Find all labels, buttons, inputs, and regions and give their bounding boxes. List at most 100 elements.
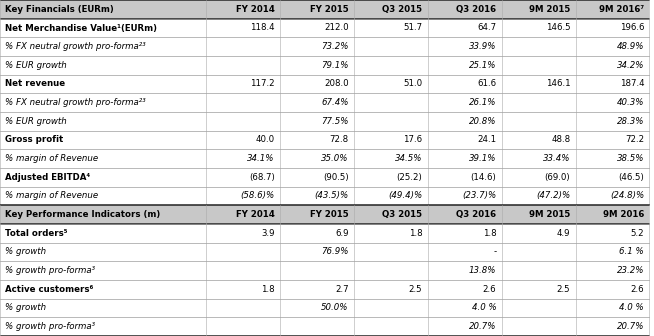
Bar xyxy=(354,317,428,336)
Text: 117.2: 117.2 xyxy=(250,80,275,88)
Text: 26.1%: 26.1% xyxy=(469,98,496,107)
Bar xyxy=(354,131,428,149)
Bar xyxy=(502,243,576,261)
Text: FY 2014: FY 2014 xyxy=(236,5,275,14)
Text: 9M 2016⁷: 9M 2016⁷ xyxy=(599,5,644,14)
Bar xyxy=(576,243,649,261)
Bar xyxy=(502,205,576,224)
Text: Q3 2015: Q3 2015 xyxy=(383,5,422,14)
Text: 40.0: 40.0 xyxy=(256,135,275,144)
Text: Total orders⁵: Total orders⁵ xyxy=(5,229,68,238)
Text: 51.0: 51.0 xyxy=(404,80,422,88)
Bar xyxy=(576,37,649,56)
Bar xyxy=(502,37,576,56)
Bar xyxy=(502,93,576,112)
Text: % growth: % growth xyxy=(5,248,46,256)
Text: (43.5)%: (43.5)% xyxy=(315,192,349,201)
Bar xyxy=(428,299,502,317)
Bar xyxy=(428,112,502,131)
Text: Key Performance Indicators (m): Key Performance Indicators (m) xyxy=(5,210,160,219)
Bar xyxy=(280,56,354,75)
Text: 34.1%: 34.1% xyxy=(247,154,275,163)
Text: 4.0 %: 4.0 % xyxy=(619,303,644,312)
Bar xyxy=(576,149,649,168)
Bar xyxy=(280,37,354,56)
Bar xyxy=(0,131,206,149)
Bar xyxy=(354,75,428,93)
Text: 17.6: 17.6 xyxy=(404,135,422,144)
Text: 20.8%: 20.8% xyxy=(469,117,496,126)
Text: % EUR growth: % EUR growth xyxy=(5,61,67,70)
Bar xyxy=(206,224,280,243)
Bar xyxy=(0,112,206,131)
Bar xyxy=(280,75,354,93)
Bar xyxy=(0,261,206,280)
Bar xyxy=(0,205,206,224)
Bar xyxy=(428,317,502,336)
Bar xyxy=(206,317,280,336)
Bar xyxy=(0,299,206,317)
Bar xyxy=(428,131,502,149)
Text: 2.7: 2.7 xyxy=(335,285,349,294)
Bar xyxy=(206,19,280,37)
Bar xyxy=(428,224,502,243)
Text: 40.3%: 40.3% xyxy=(617,98,644,107)
Bar xyxy=(0,19,206,37)
Bar xyxy=(354,19,428,37)
Text: Gross profit: Gross profit xyxy=(5,135,63,144)
Bar xyxy=(428,37,502,56)
Text: Net Merchandise Value¹(EURm): Net Merchandise Value¹(EURm) xyxy=(5,24,157,33)
Bar xyxy=(206,299,280,317)
Text: 13.8%: 13.8% xyxy=(469,266,496,275)
Bar xyxy=(428,0,502,19)
Bar xyxy=(428,19,502,37)
Text: % growth pro-forma³: % growth pro-forma³ xyxy=(5,266,95,275)
Text: -: - xyxy=(493,248,496,256)
Text: Net revenue: Net revenue xyxy=(5,80,65,88)
Bar xyxy=(0,243,206,261)
Bar xyxy=(502,112,576,131)
Bar xyxy=(0,56,206,75)
Bar xyxy=(280,280,354,299)
Bar xyxy=(576,205,649,224)
Text: Adjusted EBITDA⁴: Adjusted EBITDA⁴ xyxy=(5,173,90,182)
Text: % EUR growth: % EUR growth xyxy=(5,117,67,126)
Bar xyxy=(206,0,280,19)
Text: 67.4%: 67.4% xyxy=(321,98,349,107)
Text: 20.7%: 20.7% xyxy=(617,322,644,331)
Bar xyxy=(502,187,576,205)
Text: 33.9%: 33.9% xyxy=(469,42,496,51)
Bar xyxy=(280,0,354,19)
Text: % margin of Revenue: % margin of Revenue xyxy=(5,192,98,201)
Bar xyxy=(354,37,428,56)
Text: 73.2%: 73.2% xyxy=(321,42,349,51)
Text: (14.6): (14.6) xyxy=(471,173,496,182)
Bar xyxy=(354,299,428,317)
Text: 28.3%: 28.3% xyxy=(617,117,644,126)
Bar xyxy=(428,93,502,112)
Bar xyxy=(502,261,576,280)
Bar xyxy=(502,19,576,37)
Bar xyxy=(280,19,354,37)
Bar xyxy=(354,187,428,205)
Text: 39.1%: 39.1% xyxy=(469,154,496,163)
Text: 196.6: 196.6 xyxy=(620,24,644,33)
Bar xyxy=(0,93,206,112)
Bar xyxy=(0,187,206,205)
Bar xyxy=(280,243,354,261)
Bar xyxy=(576,131,649,149)
Bar xyxy=(576,299,649,317)
Bar xyxy=(502,168,576,187)
Text: 20.7%: 20.7% xyxy=(469,322,496,331)
Bar xyxy=(576,93,649,112)
Bar xyxy=(354,93,428,112)
Text: (24.8)%: (24.8)% xyxy=(610,192,644,201)
Text: 5.2: 5.2 xyxy=(630,229,644,238)
Text: 9M 2015: 9M 2015 xyxy=(529,5,570,14)
Bar xyxy=(280,205,354,224)
Bar xyxy=(354,149,428,168)
Bar xyxy=(428,75,502,93)
Text: 6.1 %: 6.1 % xyxy=(619,248,644,256)
Text: FY 2014: FY 2014 xyxy=(236,210,275,219)
Bar xyxy=(354,168,428,187)
